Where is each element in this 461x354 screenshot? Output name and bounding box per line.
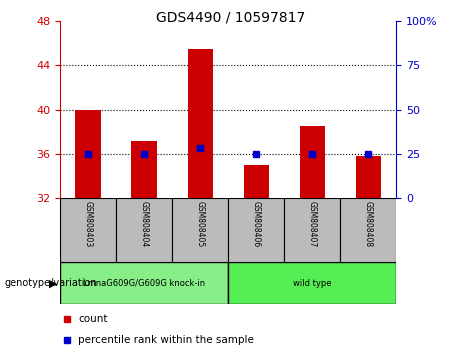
Bar	[228, 198, 284, 262]
Text: count: count	[78, 314, 108, 324]
Text: GSM808407: GSM808407	[308, 201, 317, 248]
Bar	[75, 110, 100, 198]
Text: GSM808403: GSM808403	[83, 201, 93, 248]
Text: percentile rank within the sample: percentile rank within the sample	[78, 335, 254, 345]
Bar	[284, 198, 340, 262]
Bar	[300, 126, 325, 198]
Bar	[243, 165, 269, 198]
Bar	[356, 156, 381, 198]
Text: genotype/variation: genotype/variation	[5, 278, 97, 288]
Bar	[116, 198, 172, 262]
Bar	[172, 198, 228, 262]
Text: ▶: ▶	[49, 278, 58, 288]
Text: GSM808406: GSM808406	[252, 201, 261, 248]
Bar	[60, 262, 228, 304]
Text: LmnaG609G/G609G knock-in: LmnaG609G/G609G knock-in	[83, 279, 205, 288]
Bar	[131, 141, 157, 198]
Text: GDS4490 / 10597817: GDS4490 / 10597817	[156, 11, 305, 25]
Bar	[60, 198, 116, 262]
Bar	[228, 262, 396, 304]
Bar	[340, 198, 396, 262]
Bar	[188, 49, 213, 198]
Text: GSM808408: GSM808408	[364, 201, 373, 247]
Text: wild type: wild type	[293, 279, 331, 288]
Text: GSM808405: GSM808405	[195, 201, 205, 248]
Text: GSM808404: GSM808404	[140, 201, 148, 248]
